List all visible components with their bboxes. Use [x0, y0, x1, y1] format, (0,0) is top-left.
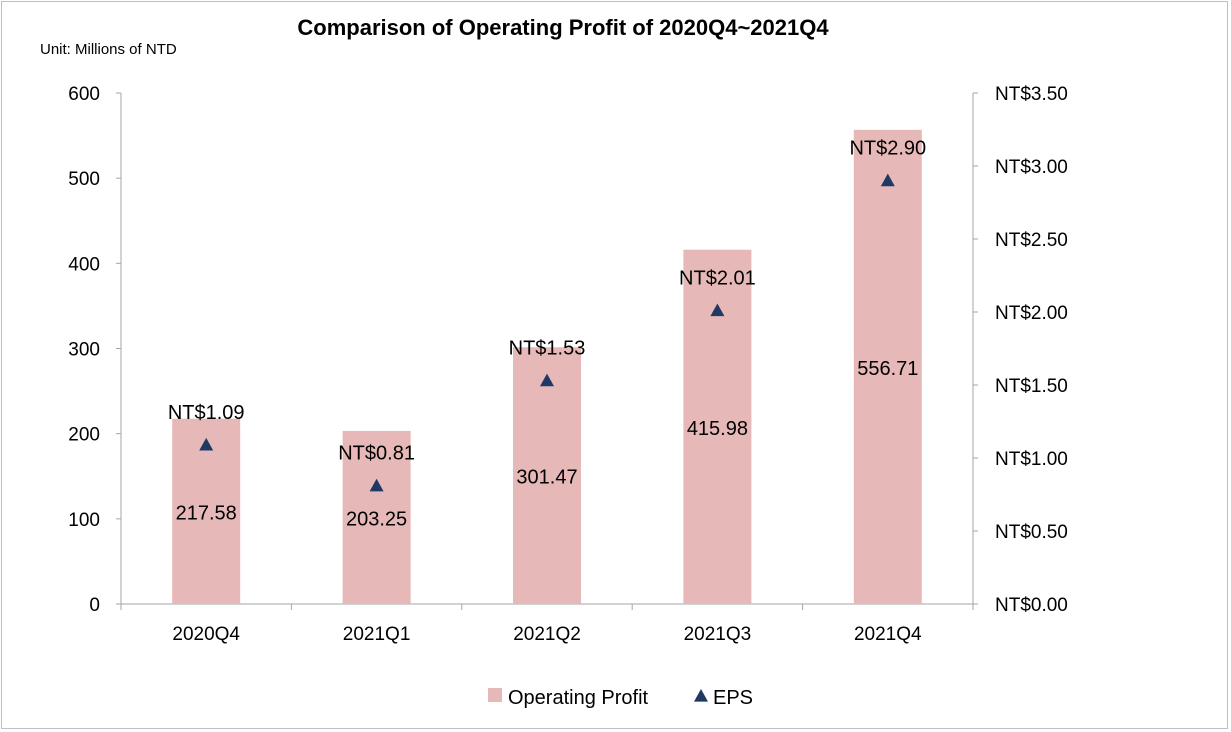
eps-markers — [199, 173, 895, 492]
y-left-tick-label: 500 — [68, 169, 100, 190]
eps-data-label: NT$2.90 — [849, 138, 926, 160]
legend-swatch-operating-profit — [488, 688, 502, 702]
y-right-tick-label: NT$1.00 — [995, 449, 1068, 470]
eps-marker — [880, 173, 895, 187]
x-tick-label: 2020Q4 — [172, 624, 240, 645]
y-left-tick-label: 600 — [68, 84, 100, 105]
eps-marker — [369, 478, 384, 492]
bars — [172, 129, 922, 604]
eps-marker — [710, 303, 725, 317]
y-left-tick-label: 0 — [89, 595, 100, 616]
bar-labels: 217.58 203.25 301.47 415.98 556.71 — [176, 358, 919, 531]
bar-data-label: 217.58 — [176, 502, 237, 524]
y-left-tick-label: 400 — [68, 254, 100, 275]
legend-label-eps: EPS — [713, 687, 753, 709]
eps-data-label: NT$1.53 — [509, 338, 586, 360]
y-right-tick-label: NT$2.50 — [995, 230, 1068, 251]
y-left-tick-label: 100 — [68, 510, 100, 531]
y-right-tick-label: NT$2.00 — [995, 303, 1068, 324]
legend-marker-eps — [694, 689, 708, 702]
x-tick-label: 2021Q3 — [684, 624, 752, 645]
x-tick-label: 2021Q2 — [513, 624, 581, 645]
y-right-tick-label: NT$3.50 — [995, 84, 1068, 105]
eps-marker — [540, 373, 554, 387]
y-left-tick-label: 300 — [68, 340, 100, 361]
y-right-tick-label: NT$1.50 — [995, 376, 1068, 397]
y-left-tick-label: 200 — [68, 425, 100, 446]
y-right-tick-label: NT$0.50 — [995, 522, 1068, 543]
eps-marker — [199, 437, 214, 451]
bar — [342, 430, 411, 604]
legend-label-operating-profit: Operating Profit — [508, 687, 649, 709]
y-right-tick-label: NT$3.00 — [995, 157, 1068, 178]
x-tick-label: 2021Q1 — [343, 624, 411, 645]
bar — [513, 347, 581, 604]
axes: 0 100 200 300 400 500 600 NT$0.00 NT$0.50 NT$1.00… — [68, 84, 1068, 645]
bar-data-label: 556.71 — [857, 358, 918, 380]
eps-data-label: NT$1.09 — [168, 402, 245, 424]
eps-data-label: NT$2.01 — [679, 268, 756, 290]
y-right-tick-label: NT$0.00 — [995, 595, 1068, 616]
bar-data-label: 415.98 — [687, 418, 748, 440]
unit-note: Unit: Millions of NTD — [40, 41, 177, 58]
chart-title: Comparison of Operating Profit of 2020Q4… — [297, 15, 829, 40]
bar-data-label: 301.47 — [516, 467, 577, 489]
eps-data-label: NT$0.81 — [338, 443, 415, 465]
eps-labels: NT$1.09 NT$0.81 NT$1.53 NT$2.01 NT$2.90 — [168, 138, 926, 465]
x-tick-label: 2021Q4 — [854, 624, 922, 645]
bar — [853, 129, 922, 604]
bar-data-label: 203.25 — [346, 508, 407, 530]
legend: Operating Profit EPS — [488, 687, 753, 709]
